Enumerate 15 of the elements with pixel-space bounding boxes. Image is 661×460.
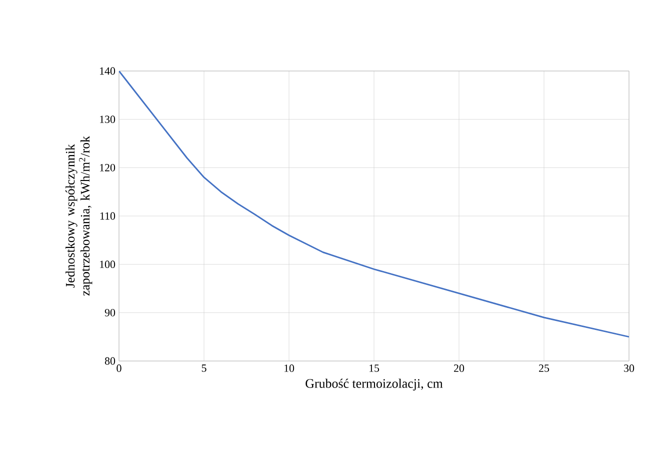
y-tick-label: 100 xyxy=(100,260,116,268)
y-tick-label: 90 xyxy=(104,308,116,316)
x-tick-label: 0 xyxy=(116,364,122,372)
y-tick-label: 120 xyxy=(100,164,116,172)
x-tick-label: 5 xyxy=(202,364,206,372)
x-tick-label: 25 xyxy=(539,364,550,372)
y-tick-label: 80 xyxy=(104,357,116,365)
x-axis-title: Grubość termoizolacji, cm xyxy=(306,378,443,391)
y-tick-label: 140 xyxy=(100,67,116,75)
x-tick-label: 10 xyxy=(284,364,294,372)
x-tick-label: 30 xyxy=(624,364,634,372)
y-tick-label: 130 xyxy=(100,116,116,124)
y-tick-label: 110 xyxy=(100,212,116,220)
x-tick-label: 15 xyxy=(369,364,380,372)
x-tick-label: 20 xyxy=(454,364,464,372)
